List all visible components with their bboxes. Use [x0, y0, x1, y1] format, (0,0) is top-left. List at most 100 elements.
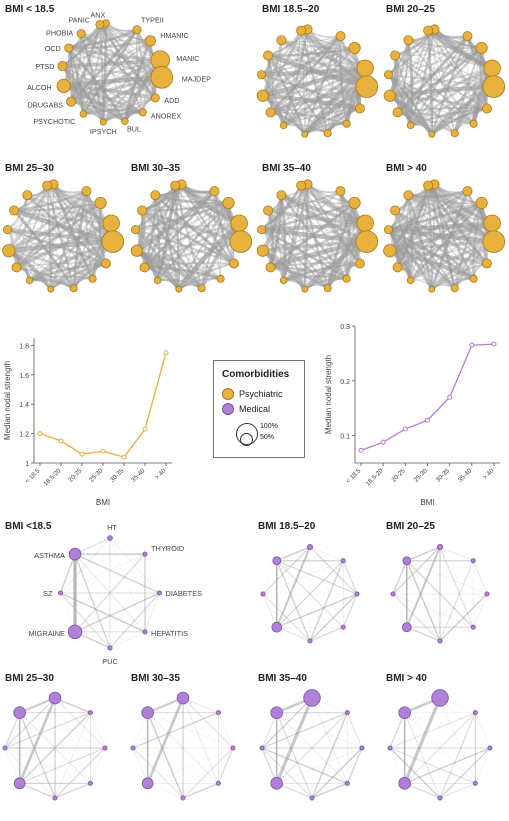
- psych-edge: [13, 209, 75, 289]
- psych-nodes: [383, 179, 506, 293]
- psych-edge: [326, 35, 342, 134]
- psych-edge: [267, 209, 306, 290]
- med-edge: [276, 560, 344, 628]
- psych-edge: [300, 185, 361, 265]
- psych-node-hmanic: [475, 196, 488, 210]
- med-network-3: [390, 544, 490, 644]
- psych-label-typeii: TYPEII: [141, 16, 164, 25]
- med-node-sz: [390, 591, 396, 597]
- med-node-puc: [437, 638, 443, 644]
- med-edge: [311, 697, 363, 749]
- psych-node-ipsych: [99, 118, 107, 126]
- psych-node-majdep: [355, 75, 379, 98]
- med-edge: [132, 697, 184, 749]
- psych-node-panic: [423, 25, 434, 36]
- med-network-6: [259, 689, 365, 801]
- psych-edge: [270, 261, 360, 269]
- psych-edge: [8, 249, 107, 265]
- med-node-asthma: [402, 556, 412, 566]
- med-edges: [4, 697, 106, 799]
- med-node-thyroid: [215, 710, 221, 716]
- med-edge: [311, 712, 349, 799]
- med-node-ht: [48, 691, 62, 705]
- psych-label-ocd: OCD: [45, 44, 61, 53]
- med-edges: [261, 696, 363, 799]
- psych-node-bul: [450, 284, 459, 293]
- med-nodes: [58, 535, 162, 651]
- med-edge: [392, 593, 441, 642]
- med-edge: [406, 560, 474, 628]
- size-scale-small-icon: [240, 433, 253, 446]
- psych-edge: [300, 30, 306, 135]
- psych-node-alcoh: [56, 78, 71, 94]
- med-edge: [262, 593, 311, 642]
- med-edge: [276, 712, 313, 799]
- psych-node-ocd: [64, 43, 74, 53]
- med-node-sz: [58, 590, 64, 596]
- psych-node-panic: [296, 180, 307, 191]
- psych-label-panic: PANIC: [68, 15, 89, 24]
- med-node-puc: [180, 795, 186, 801]
- med-edge: [182, 697, 234, 749]
- x-tick-label: > 40: [482, 467, 496, 481]
- psych-node-alcoh: [383, 244, 397, 258]
- med-node-diabetes: [354, 591, 360, 597]
- med-edge: [146, 697, 185, 784]
- psych-edge: [300, 185, 348, 280]
- med-edge: [389, 747, 405, 784]
- med-edges: [389, 696, 491, 799]
- med-node-diabetes: [156, 590, 162, 596]
- psych-node-drugabs: [392, 107, 403, 118]
- data-point: [402, 426, 408, 432]
- med-edge: [311, 697, 348, 784]
- psych-node-hmanic: [94, 196, 107, 210]
- med-edge: [276, 560, 344, 628]
- psych-node-panic: [42, 180, 53, 191]
- size-label-50: 50%: [260, 434, 275, 441]
- data-point: [100, 448, 106, 454]
- psych-edge: [426, 184, 488, 265]
- med-edge: [182, 712, 219, 799]
- y-tick-label: 1.4: [19, 402, 29, 409]
- psych-node-anorex: [342, 274, 351, 283]
- psych-network-3: [383, 24, 506, 138]
- psych-edge: [99, 24, 144, 113]
- med-edge: [404, 712, 491, 749]
- med-node-diabetes: [102, 745, 108, 751]
- psych-network-2: [256, 24, 379, 138]
- psych-edge: [430, 190, 469, 290]
- psych-node-majdep: [150, 66, 174, 89]
- med-node-puc: [437, 795, 443, 801]
- psych-edge: [267, 54, 348, 125]
- psych-edge: [426, 30, 434, 135]
- data-point: [469, 342, 475, 348]
- med-edge: [276, 560, 311, 642]
- med-node-thyroid: [344, 710, 350, 716]
- psych-edge: [300, 185, 306, 290]
- med-edge: [406, 560, 474, 628]
- psych-node-add: [481, 258, 492, 269]
- med-label-thyroid: THYROID: [151, 544, 184, 553]
- med-edge: [276, 782, 313, 799]
- med-node-ht: [436, 544, 443, 551]
- med-edge: [439, 546, 488, 595]
- psych-edge: [174, 185, 180, 290]
- psych-edge: [14, 201, 101, 212]
- med-label-diabetes: DIABETES: [166, 589, 203, 598]
- data-point: [425, 417, 430, 423]
- psych-node-typeii: [335, 186, 346, 197]
- psych-edge: [300, 185, 329, 289]
- med-edge: [146, 712, 184, 799]
- med-edge: [132, 712, 148, 749]
- med-edge: [18, 697, 57, 784]
- psych-node-anorex: [88, 274, 97, 283]
- data-point: [163, 350, 169, 356]
- med-edge: [147, 697, 184, 714]
- psych-node-bul: [323, 284, 332, 293]
- x-tick-label: 25-30: [413, 467, 430, 484]
- psych-edge: [260, 184, 303, 231]
- psych-node-manic: [102, 214, 120, 232]
- psych-edge: [157, 262, 234, 282]
- med-edge: [403, 697, 442, 784]
- med-edge: [404, 712, 476, 784]
